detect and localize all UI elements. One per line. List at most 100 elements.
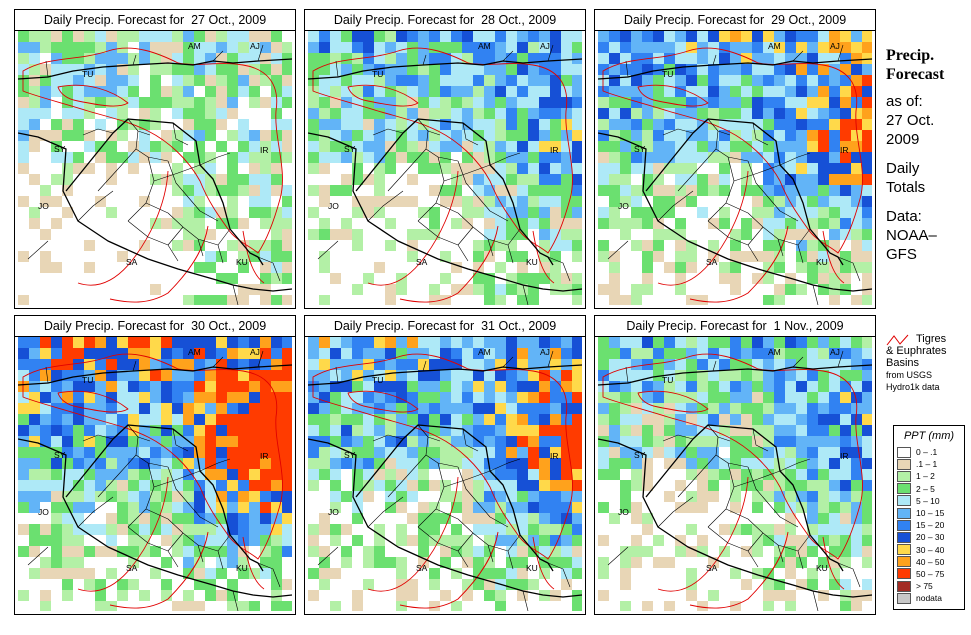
- precip-cell: [785, 546, 796, 557]
- precip-cell: [473, 524, 484, 535]
- precip-cell: [282, 75, 292, 86]
- precip-cell: [407, 141, 418, 152]
- precip-cell: [697, 381, 708, 392]
- precip-cell: [440, 141, 451, 152]
- precip-cell: [352, 436, 363, 447]
- precip-cell: [763, 447, 774, 458]
- precip-cell: [653, 163, 664, 174]
- precip-cell: [763, 370, 774, 381]
- precip-cell: [451, 601, 462, 611]
- precip-cell: [741, 97, 752, 108]
- precip-cell: [539, 185, 550, 196]
- precip-cell: [260, 141, 271, 152]
- precip-cell: [785, 152, 796, 163]
- country-label: TU: [372, 375, 383, 385]
- precip-cell: [697, 392, 708, 403]
- precip-cell: [708, 152, 719, 163]
- precip-cell: [29, 97, 40, 108]
- precip-cell: [249, 163, 260, 174]
- precip-cell: [631, 425, 642, 436]
- precip-cell: [73, 97, 84, 108]
- precip-cell: [763, 590, 774, 601]
- precip-cell: [51, 141, 62, 152]
- precip-cell: [620, 403, 631, 414]
- precip-cell: [29, 42, 40, 53]
- precip-cell: [216, 64, 227, 75]
- precip-cell: [216, 185, 227, 196]
- precip-cell: [517, 75, 528, 86]
- precip-cell: [271, 108, 282, 119]
- precip-cell: [385, 108, 396, 119]
- precip-cell: [150, 174, 161, 185]
- precip-cell: [385, 491, 396, 502]
- precip-cell: [319, 436, 330, 447]
- precip-cell: [73, 53, 84, 64]
- precip-cell: [539, 557, 550, 568]
- precip-cell: [374, 447, 385, 458]
- precip-cell: [51, 502, 62, 513]
- precip-cell: [473, 174, 484, 185]
- precip-cell: [517, 64, 528, 75]
- precip-cell: [818, 513, 829, 524]
- precip-cell: [117, 97, 128, 108]
- precip-cell: [473, 207, 484, 218]
- precip-cell: [385, 359, 396, 370]
- precip-cell: [550, 152, 561, 163]
- precip-cell: [473, 491, 484, 502]
- precip-cell: [396, 535, 407, 546]
- precip-cell: [818, 436, 829, 447]
- precip-cell: [664, 458, 675, 469]
- precip-cell: [675, 240, 686, 251]
- precip-cell: [730, 64, 741, 75]
- precip-cell: [572, 75, 582, 86]
- precip-cell: [851, 75, 862, 86]
- precip-cell: [18, 152, 29, 163]
- precip-cell: [84, 458, 95, 469]
- precip-cell: [249, 480, 260, 491]
- precip-cell: [785, 381, 796, 392]
- precip-cell: [675, 535, 686, 546]
- precip-cell: [183, 524, 194, 535]
- precip-cell: [95, 141, 106, 152]
- precip-cell: [796, 152, 807, 163]
- precip-cell: [407, 86, 418, 97]
- precip-cell: [818, 425, 829, 436]
- precip-cell: [18, 447, 29, 458]
- precip-cell: [29, 414, 40, 425]
- precip-cell: [517, 152, 528, 163]
- precip-cell: [642, 64, 653, 75]
- precip-cell: [249, 458, 260, 469]
- precip-cell: [752, 381, 763, 392]
- precip-cell: [631, 295, 642, 305]
- precip-cell: [763, 579, 774, 590]
- precip-cell: [128, 491, 139, 502]
- precip-cell: [664, 491, 675, 502]
- precip-cell: [308, 64, 319, 75]
- precip-cell: [249, 370, 260, 381]
- precip-cell: [374, 108, 385, 119]
- precip-cell: [150, 370, 161, 381]
- precip-cell: [330, 42, 341, 53]
- precip-cell: [686, 251, 697, 262]
- precip-cell: [697, 535, 708, 546]
- precip-cell: [40, 535, 51, 546]
- precip-cell: [840, 392, 851, 403]
- precip-cell: [631, 42, 642, 53]
- precip-cell: [796, 469, 807, 480]
- precip-cell: [785, 370, 796, 381]
- precip-legend-item: 30 – 40: [894, 544, 964, 556]
- precip-cell: [719, 108, 730, 119]
- precip-cell: [539, 491, 550, 502]
- precip-cell: [161, 403, 172, 414]
- precip-cell: [95, 348, 106, 359]
- precip-cell: [620, 141, 631, 152]
- precip-cell: [429, 163, 440, 174]
- precip-cell: [462, 425, 473, 436]
- precip-cell: [730, 480, 741, 491]
- precip-cell: [675, 273, 686, 284]
- precip-cell: [763, 229, 774, 240]
- precip-cell: [642, 119, 653, 130]
- precip-cell: [238, 152, 249, 163]
- precip-cell: [697, 108, 708, 119]
